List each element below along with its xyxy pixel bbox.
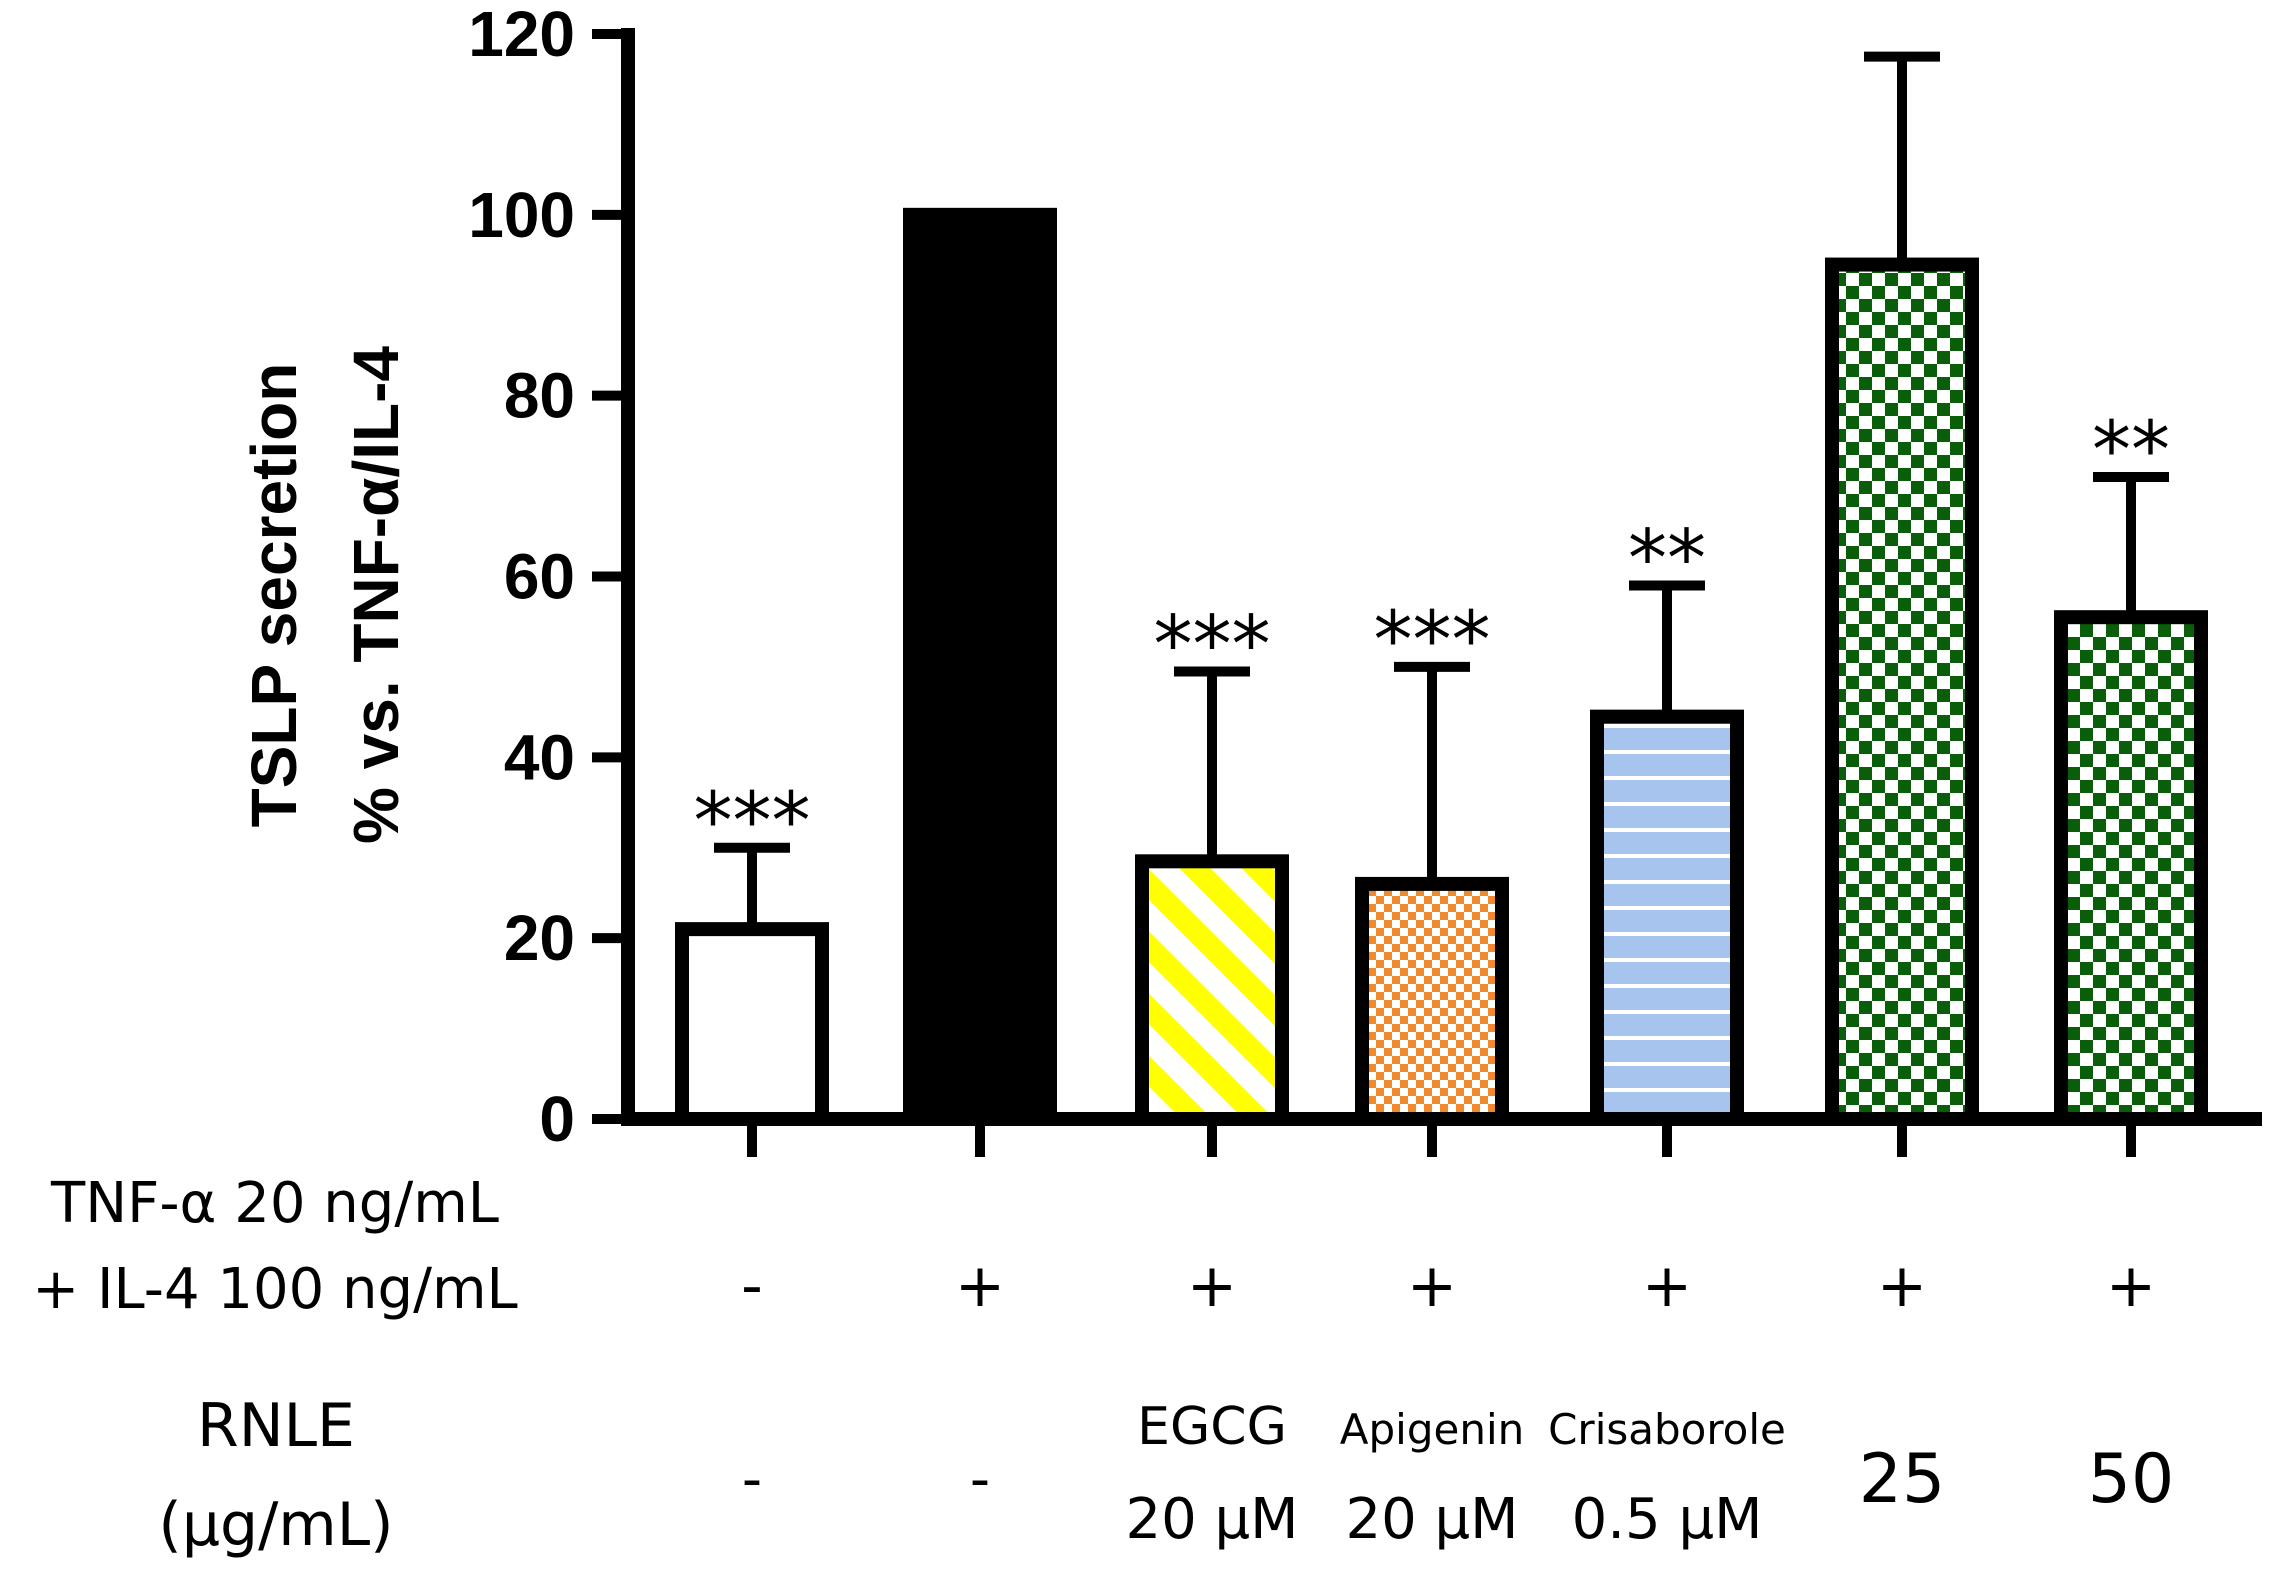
- y-tick-label: 120: [468, 0, 575, 70]
- rnle-entry-value: 20 μM: [1345, 1487, 1518, 1552]
- x-axis-ticks: [747, 1124, 2136, 1157]
- bar-rnle-25: [1825, 257, 1979, 1126]
- bar-control: [675, 922, 829, 1126]
- rnle-entry-name: EGCG: [1137, 1397, 1287, 1457]
- treatment-value: +: [1407, 1251, 1457, 1321]
- treatment-value: +: [2106, 1251, 2156, 1321]
- y-tick-label: 20: [504, 902, 575, 974]
- significance-egcg: ***: [1154, 600, 1271, 690]
- significance-crisaborole: **: [1628, 515, 1706, 605]
- y-axis-ticks: 0 20 40 60 80 100 120: [468, 0, 628, 1155]
- y-tick-label: 40: [504, 721, 575, 793]
- treatment-value: +: [1877, 1251, 1927, 1321]
- significance-apigenin: ***: [1374, 596, 1491, 686]
- rnle-label-line1: RNLE: [197, 1391, 355, 1461]
- treatment-value: +: [1642, 1251, 1692, 1321]
- y-tick-label: 100: [468, 179, 575, 251]
- rnle-entry-name: Apigenin: [1340, 1405, 1524, 1454]
- bar-apigenin: [1355, 876, 1509, 1127]
- bar-crisaborole: [1590, 709, 1744, 1126]
- y-axis-title-line2: % vs. TNF-α/IL-4: [340, 346, 412, 844]
- rnle-entry-value: 20 μM: [1125, 1487, 1298, 1552]
- treatment-label-line2: + IL-4 100 ng/mL: [32, 1257, 517, 1322]
- rnle-entry-value: 50: [2088, 1440, 2175, 1519]
- treatment-value: +: [1187, 1251, 1237, 1321]
- rnle-entry-name: Crisaborole: [1548, 1405, 1786, 1454]
- significance-rnle-50: **: [2092, 406, 2170, 496]
- y-tick-label: 80: [504, 360, 575, 432]
- significance-control: ***: [694, 777, 811, 867]
- rnle-entry-value: -: [742, 1447, 762, 1512]
- rnle-entry-value: 0.5 μM: [1572, 1487, 1763, 1552]
- rnle-entry-value: -: [970, 1447, 990, 1512]
- bars-group: ****** *******: [675, 51, 2208, 1127]
- bar-tnf-il4: [903, 207, 1057, 1127]
- treatment-label-line1: TNF-α 20 ng/mL: [50, 1171, 499, 1236]
- treatment-value: +: [955, 1251, 1005, 1321]
- rnle-label-line2: (μg/mL): [158, 1490, 393, 1560]
- treatment-value: -: [741, 1251, 763, 1321]
- row-values: - + + + + + + - - EGCG 20 μM Apigenin 20 μM Crisaboro…: [741, 1251, 2174, 1552]
- bar-egcg: [1135, 854, 1289, 1126]
- y-tick-label: 60: [504, 541, 575, 613]
- bar-rnle-50: [2054, 610, 2208, 1126]
- rnle-entry-value: 25: [1859, 1440, 1946, 1519]
- y-axis-title-line1: TSLP secretion: [238, 363, 310, 828]
- y-tick-label: 0: [539, 1083, 575, 1155]
